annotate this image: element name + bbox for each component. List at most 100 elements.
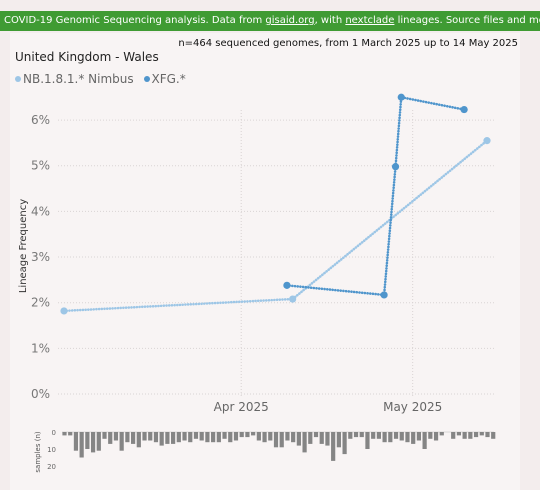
samples-bar (153, 432, 159, 443)
samples-bar (348, 432, 353, 439)
samples-bar (171, 432, 176, 444)
x-tick-label: Apr 2025 (214, 400, 269, 414)
legend-item-nimbus[interactable]: NB.1.8.1.* Nimbus (15, 72, 134, 86)
data-point[interactable] (60, 307, 68, 315)
y-tick-label: 5% (31, 159, 50, 173)
legend-dot-nimbus (15, 76, 21, 82)
samples-bar (142, 432, 147, 441)
samples-bar (102, 432, 107, 439)
samples-tick-label: 20 (47, 463, 56, 471)
samples-axis-label: samples (n) (34, 431, 42, 472)
samples-bar (96, 432, 101, 451)
y-tick-label: 3% (31, 250, 50, 264)
samples-bar (376, 432, 381, 439)
samples-tick-label: 0 (52, 429, 56, 437)
samples-bar (262, 432, 267, 443)
banner-text-mid: , with (314, 15, 346, 26)
samples-bar (251, 432, 256, 436)
samples-bar (451, 432, 456, 439)
samples-bar (125, 432, 130, 443)
data-point[interactable] (391, 163, 400, 171)
samples-bar (136, 432, 141, 448)
samples-bar (365, 432, 370, 449)
legend-item-xfg[interactable]: XFG.* (143, 72, 186, 86)
legend-label-nimbus: NB.1.8.1.* Nimbus (23, 72, 134, 86)
x-axis-ticks: Apr 2025 May 2025 (214, 400, 443, 414)
x-tick-label: May 2025 (383, 400, 442, 414)
samples-bar (68, 432, 73, 436)
samples-bar (165, 432, 170, 444)
banner-text-before: COVID-19 Genomic Sequencing analysis. Da… (4, 15, 266, 26)
samples-bar (456, 432, 462, 436)
samples-bar (468, 432, 473, 439)
samples-bar (308, 432, 313, 444)
gisaid-link[interactable]: gisaid.org (265, 15, 315, 26)
y-tick-label: 6% (31, 113, 50, 127)
samples-bar (199, 432, 204, 441)
samples-bar (382, 432, 387, 443)
samples-bar (159, 432, 164, 446)
samples-bar (216, 432, 221, 443)
series-line-1 (285, 95, 466, 297)
data-point[interactable] (483, 137, 491, 145)
samples-bar (182, 432, 187, 441)
samples-bar (176, 432, 181, 443)
samples-bar (119, 432, 124, 451)
chart-subtitle: n=464 sequenced genomes, from 1 March 20… (178, 38, 518, 49)
samples-bar (73, 432, 79, 451)
samples-bar (205, 432, 210, 443)
samples-bar (422, 432, 427, 449)
samples-bar (222, 432, 227, 439)
samples-bar (279, 432, 284, 448)
samples-bar (473, 432, 479, 438)
samples-bar (411, 432, 416, 444)
samples-bar (273, 432, 279, 448)
nextclade-link[interactable]: nextclade (345, 15, 395, 26)
samples-bar (393, 432, 399, 439)
y-tick-label: 0% (31, 387, 50, 401)
samples-bar (296, 432, 301, 446)
samples-bar (319, 432, 324, 444)
samples-bar (148, 432, 153, 441)
y-axis-ticks: 0% 1% 2% 3% 4% 5% 6% (31, 113, 50, 401)
samples-bar (331, 432, 336, 461)
samples-bar (85, 432, 90, 449)
samples-bar (388, 432, 393, 443)
samples-bar (485, 432, 490, 438)
samples-bar (491, 432, 496, 439)
samples-bar (245, 432, 250, 438)
data-point[interactable] (289, 295, 297, 303)
samples-bar-chart: 0 10 20 (47, 429, 496, 471)
samples-bar (113, 432, 119, 441)
samples-bar (405, 432, 410, 443)
samples-bar (268, 432, 273, 441)
samples-bar (313, 432, 319, 438)
gridlines (58, 110, 495, 398)
samples-bar (90, 432, 96, 453)
data-point[interactable] (283, 281, 291, 289)
series-lines (60, 93, 491, 315)
samples-bar (371, 432, 376, 439)
legend: NB.1.8.1.* Nimbus XFG.* (15, 72, 192, 86)
y-axis-label: Lineage Frequency (18, 199, 29, 293)
samples-bar (399, 432, 404, 441)
samples-bar (479, 432, 484, 436)
samples-bar (188, 432, 193, 443)
y-tick-label: 1% (31, 341, 50, 355)
samples-bar (342, 432, 347, 455)
samples-bar (211, 432, 216, 443)
data-point[interactable] (460, 105, 468, 114)
samples-bar (285, 432, 290, 441)
data-point[interactable] (397, 93, 405, 101)
samples-bar (433, 432, 439, 441)
samples-bar (336, 432, 341, 448)
samples-bar (291, 432, 296, 443)
samples-bar (256, 432, 261, 441)
legend-label-xfg: XFG.* (151, 72, 186, 86)
data-point[interactable] (380, 291, 388, 299)
samples-bar (79, 432, 84, 458)
y-tick-label: 2% (31, 296, 50, 310)
samples-bar (439, 432, 444, 436)
samples-tick-label: 10 (47, 446, 56, 454)
